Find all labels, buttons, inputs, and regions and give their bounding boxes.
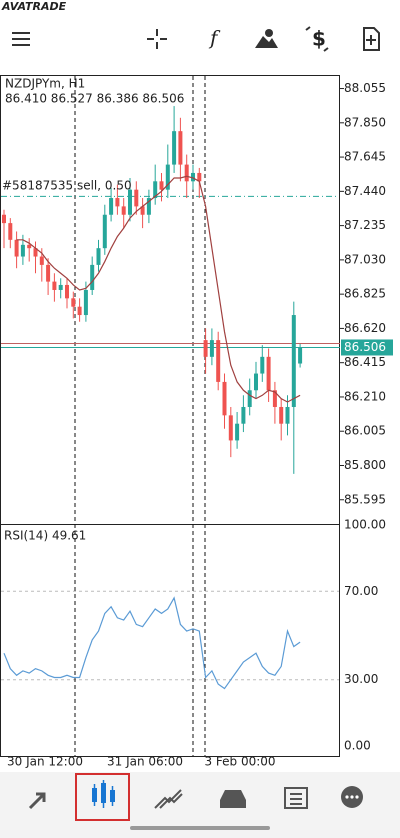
- candle-body: [254, 373, 258, 391]
- toolbar: f $: [12, 26, 380, 52]
- news-tab[interactable]: [284, 787, 308, 809]
- candle-body: [27, 244, 32, 249]
- last-price: 86.506: [344, 340, 386, 354]
- x-tick-label: 30 Jan 12:00: [7, 755, 83, 769]
- candle-body: [222, 381, 227, 416]
- y-tick-label: 86.620: [344, 321, 386, 335]
- candle-body: [52, 281, 57, 290]
- candle-body: [109, 198, 114, 215]
- crosshair-button[interactable]: [147, 29, 167, 49]
- indicators-button[interactable]: f: [208, 26, 221, 50]
- candle-body: [46, 264, 51, 282]
- rsi-tick-label: 30.00: [344, 672, 378, 686]
- moving-average: [16, 175, 301, 403]
- objects-button[interactable]: [255, 29, 278, 48]
- candle-body: [33, 248, 38, 257]
- candle-body: [216, 340, 221, 382]
- candle-body: [165, 164, 170, 190]
- x-tick-label: 3 Feb 00:00: [204, 755, 275, 769]
- candle-body: [39, 256, 44, 265]
- candle-body: [58, 284, 63, 290]
- main-frame: [0, 75, 340, 525]
- rsi-frame: [0, 524, 340, 757]
- candle-body: [272, 390, 277, 407]
- candle-body: [184, 164, 189, 182]
- y-tick-label: 88.055: [344, 81, 386, 95]
- y-tick-label: 87.850: [344, 115, 386, 129]
- candle-body: [71, 298, 76, 307]
- candle-body: [134, 189, 139, 207]
- rsi-line: [3, 596, 301, 690]
- chart-tab-selected[interactable]: [75, 773, 130, 821]
- candle-body: [153, 181, 158, 199]
- candle-body: [115, 198, 120, 207]
- x-tick-label: 31 Jan 06:00: [107, 755, 183, 769]
- candle-body: [266, 356, 271, 391]
- candle-body: [8, 223, 13, 240]
- candle-body: [14, 239, 19, 257]
- candle-body: [90, 264, 95, 290]
- home-indicator: [130, 826, 270, 830]
- rsi-tick-label: 0.00: [344, 739, 371, 753]
- candle-body: [279, 406, 284, 424]
- y-tick-label: 85.800: [344, 458, 386, 472]
- candle-body: [247, 390, 252, 407]
- candle-body: [191, 172, 195, 182]
- rsi-tick-label: 100.00: [344, 518, 386, 532]
- y-tick-label: 86.210: [344, 389, 386, 403]
- svg-text:$: $: [312, 27, 326, 51]
- trade-button[interactable]: $: [305, 26, 329, 52]
- menu-button[interactable]: [12, 32, 30, 46]
- candle-body: [65, 284, 69, 299]
- candle-body: [140, 206, 145, 215]
- rsi-tick-label: 70.00: [344, 584, 378, 598]
- symbol: NZDJPYm, H1: [5, 77, 85, 91]
- y-tick-label: 87.645: [344, 150, 386, 164]
- candle-body: [102, 214, 107, 249]
- quotes-tab[interactable]: [28, 792, 46, 810]
- y-tick-label: 87.440: [344, 184, 386, 198]
- candle-body: [83, 289, 88, 316]
- candle-body: [172, 131, 177, 165]
- chat-tab[interactable]: [341, 786, 363, 808]
- y-tick-label: 86.415: [344, 355, 386, 369]
- rsi-label: RSI(14) 49.61: [4, 529, 86, 543]
- new-order-button[interactable]: [363, 27, 380, 51]
- chart-tab-icon: [92, 780, 115, 808]
- candle-body: [228, 415, 233, 441]
- y-tick-label: 86.005: [344, 424, 386, 438]
- history-tab[interactable]: [220, 790, 246, 808]
- candle-body: [235, 423, 240, 441]
- candle-body: [241, 406, 246, 424]
- candle-body: [291, 315, 296, 407]
- logo: AVATRADE: [1, 0, 67, 13]
- candle-body: [121, 206, 126, 215]
- candle-body: [203, 340, 208, 357]
- candle-body: [146, 198, 151, 215]
- y-tick-label: 87.235: [344, 218, 386, 232]
- candle-body: [128, 189, 132, 215]
- candle-body: [2, 214, 6, 224]
- candle-body: [209, 340, 214, 357]
- trade-tab[interactable]: [154, 789, 183, 809]
- y-tick-label: 86.825: [344, 287, 386, 301]
- candle-body: [20, 244, 25, 257]
- candle-body: [159, 181, 164, 190]
- price-tag: [341, 339, 393, 356]
- svg-text:f: f: [208, 26, 221, 50]
- candle-body: [298, 347, 303, 364]
- y-tick-label: 87.030: [344, 252, 386, 266]
- y-tick-label: 85.595: [344, 492, 386, 506]
- candle-body: [260, 356, 265, 374]
- candle-body: [77, 306, 82, 316]
- candle-body: [197, 172, 202, 182]
- candle-body: [96, 248, 101, 265]
- ohlc: 86.410 86.527 86.386 86.506: [5, 92, 184, 106]
- order-label: #58187535 sell, 0.50: [2, 179, 132, 193]
- candle-body: [178, 131, 183, 165]
- candle-body: [285, 406, 290, 424]
